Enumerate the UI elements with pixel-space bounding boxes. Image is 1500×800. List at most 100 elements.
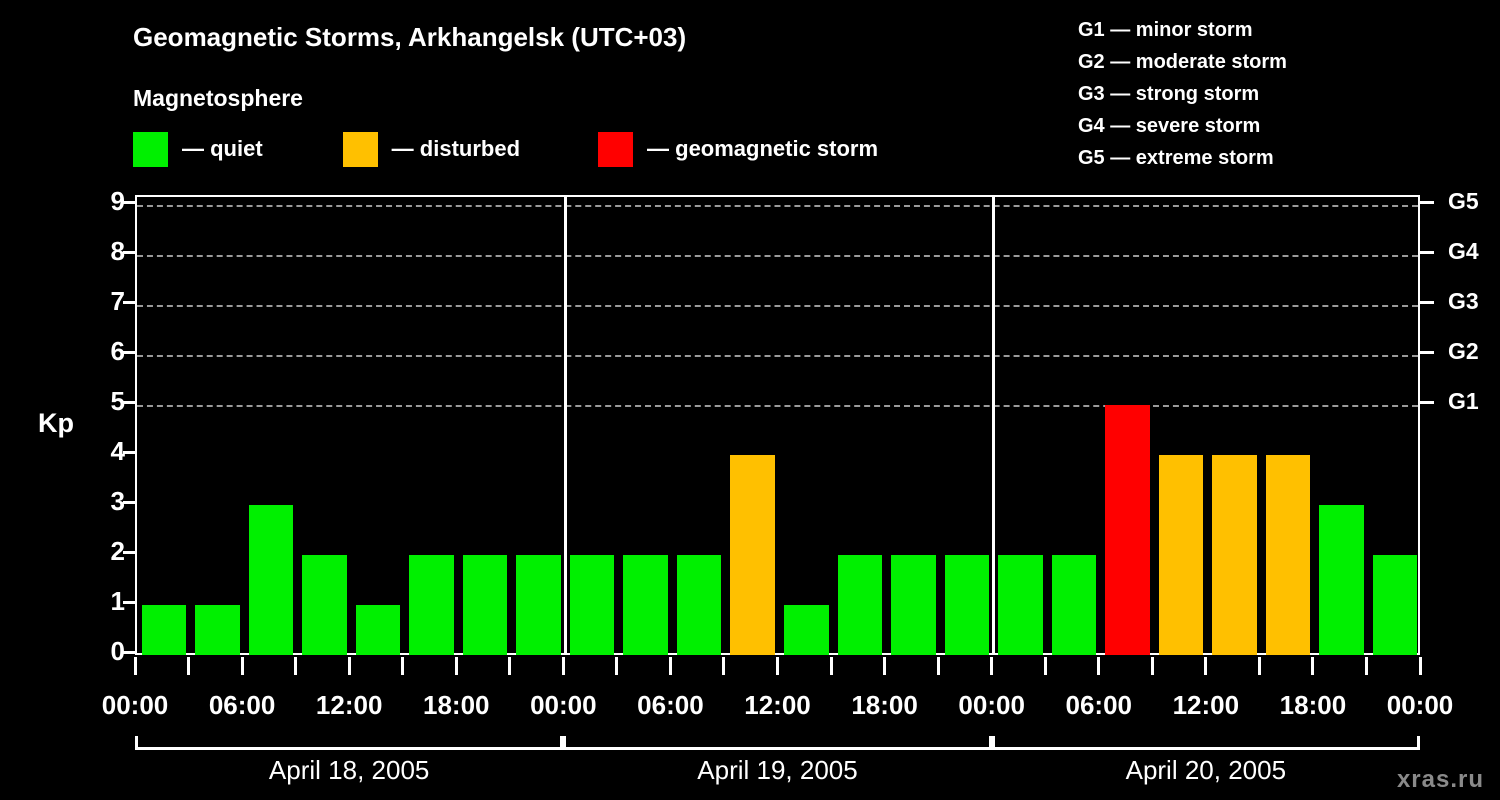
x-axis-tick (401, 657, 405, 675)
y-axis-tick-label: 5 (110, 386, 125, 416)
x-axis-tick (776, 657, 779, 675)
day-bracket (991, 736, 1420, 750)
y-axis-tick-label: 6 (110, 336, 125, 366)
bar-kp (248, 505, 294, 655)
g-axis-tick (1420, 301, 1434, 304)
x-axis-tick-label: 06:00 (208, 690, 276, 720)
bar-kp (516, 555, 561, 655)
legend-entry-quiet: — quiet (133, 131, 263, 167)
y-axis-tick (123, 301, 137, 304)
date-label: April 20, 2005 (1125, 755, 1287, 785)
x-axis-tick-label: 00:00 (530, 690, 597, 720)
day-separator (992, 197, 996, 653)
y-axis-tick-label: 3 (110, 486, 125, 516)
bar-kp (944, 555, 990, 655)
x-axis-tick (561, 657, 565, 675)
y-axis-tick (123, 601, 137, 604)
y-axis-tick-label: 4 (110, 436, 125, 466)
y-axis-tick (123, 551, 137, 554)
bar-kp (302, 555, 347, 655)
gridline (137, 255, 1418, 257)
x-axis-tick (1150, 657, 1154, 675)
y-axis-tick (123, 651, 137, 654)
date-label: April 18, 2005 (268, 755, 430, 785)
x-axis-tick-label: 12:00 (1172, 690, 1240, 720)
g-axis-tick (1420, 401, 1434, 404)
magnetosphere-legend: — quiet — disturbed — geomagnetic storm (133, 131, 878, 167)
legend-label-storm: — geomagnetic storm (647, 136, 879, 161)
x-axis-tick (1364, 657, 1368, 675)
day-bracket (135, 736, 564, 750)
x-axis-tick-label: 06:00 (1065, 690, 1133, 720)
legend-label-disturbed: — disturbed (391, 136, 521, 161)
y-axis-tick (123, 401, 137, 404)
x-axis-tick (829, 657, 833, 675)
legend-swatch-storm-icon (598, 131, 634, 167)
y-axis-title: Kp (38, 408, 74, 438)
g-axis-tick-label: G1 (1448, 388, 1479, 414)
g-scale-line: G5 — extreme storm (1078, 147, 1274, 169)
legend-heading: Magnetosphere (133, 85, 303, 111)
y-axis-tick (123, 351, 137, 354)
x-axis-tick-label: 06:00 (637, 690, 704, 720)
date-label: April 19, 2005 (697, 755, 858, 785)
gridline (137, 205, 1418, 207)
bar-kp (195, 605, 240, 655)
g-axis-tick-label: G5 (1448, 188, 1479, 214)
y-axis-labels: 0 1 2 3 4 5 6 7 8 9 (85, 188, 125, 664)
g-scale-line: G4 — severe storm (1078, 115, 1261, 137)
bar-kp (623, 555, 668, 655)
g-scale-legend: G1 — minor storm G2 — moderate storm G3 … (1078, 14, 1287, 174)
bar-kp (1105, 405, 1150, 655)
x-axis-tick-label: 12:00 (315, 690, 383, 720)
x-axis-tick (347, 657, 351, 675)
y-axis-tick-label: 7 (110, 286, 125, 316)
x-axis-tick (1418, 657, 1422, 675)
bar-kp (730, 455, 775, 655)
x-axis-tick (1311, 657, 1315, 675)
legend-entry-disturbed: — disturbed (342, 131, 521, 167)
day-bracket (563, 736, 992, 750)
y-axis-tick-label: 0 (110, 636, 125, 666)
y-axis-tick (123, 251, 137, 254)
y-axis-tick-label: 9 (110, 186, 125, 216)
bar-kp (1372, 555, 1418, 655)
g-axis-tick (1420, 201, 1434, 204)
legend-swatch-disturbed-icon (342, 131, 378, 167)
bar-kp (784, 605, 829, 655)
g-axis-tick (1420, 251, 1434, 254)
x-axis-tick-label: 18:00 (1279, 690, 1347, 720)
y-axis-tick (123, 451, 137, 454)
y-axis-tick-label: 1 (110, 586, 125, 616)
bar-kp (1212, 455, 1257, 655)
x-axis-tick (668, 657, 672, 675)
bar-kp (355, 605, 401, 655)
bar-kp (1319, 505, 1364, 655)
g-axis-tick (1420, 351, 1434, 354)
legend-entry-storm: — geomagnetic storm (598, 131, 879, 167)
bar-kp (1051, 555, 1097, 655)
day-separator (563, 197, 567, 653)
y-axis-tick-label: 8 (110, 236, 125, 266)
g-scale-line: G2 — moderate storm (1078, 51, 1287, 73)
watermark: xras.ru (1396, 766, 1484, 793)
x-axis-tick (133, 657, 137, 675)
bar-kp (462, 555, 508, 655)
x-axis-tick (1097, 657, 1101, 675)
bar-kp (141, 605, 187, 655)
bar-kp (1158, 455, 1204, 655)
chart-plot-area (135, 195, 1420, 655)
x-axis-tick (454, 657, 458, 675)
y-axis-tick (123, 201, 137, 204)
y-axis-tick-label: 2 (110, 536, 125, 566)
x-axis-tick-label: 18:00 (423, 690, 490, 720)
x-axis-tick-label: 18:00 (851, 690, 918, 720)
gridline (137, 355, 1418, 357)
x-axis-tick (240, 657, 244, 675)
x-axis-tick (294, 657, 298, 675)
g-axis-tick-label: G3 (1448, 288, 1479, 314)
x-axis-tick-label: 00:00 (1386, 690, 1454, 720)
x-axis-tick (722, 657, 726, 675)
bar-kp (676, 555, 722, 655)
legend-swatch-quiet-icon (133, 131, 168, 167)
